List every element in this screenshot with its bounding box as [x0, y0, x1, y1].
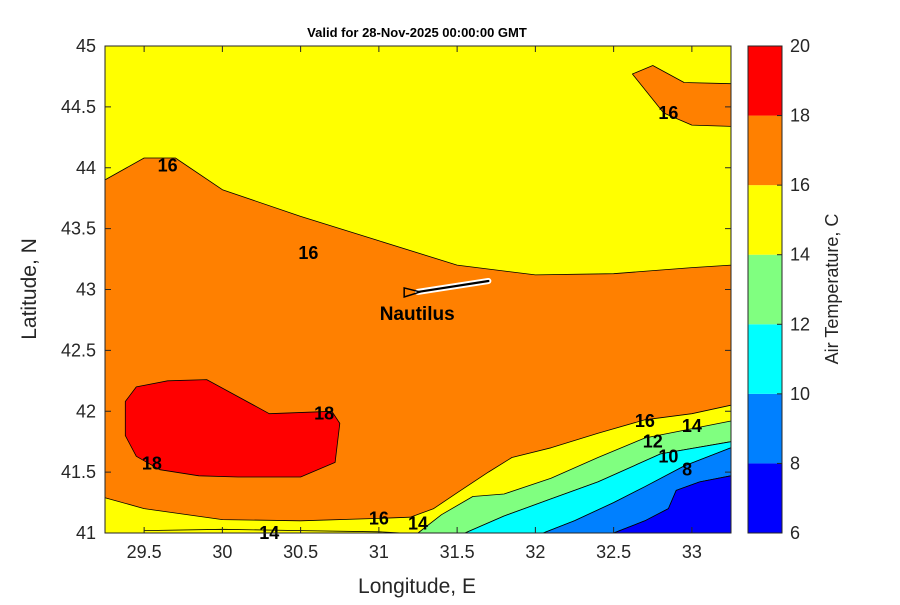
- contour-label: 18: [142, 454, 162, 474]
- temperature-contour-chart: Nautilus 1616161616181814141412108 29.5 3…: [0, 0, 900, 600]
- y-tick-label: 41: [76, 523, 96, 543]
- contour-label: 16: [635, 411, 655, 431]
- colorbar-band: [748, 394, 782, 464]
- colorbar-tick-label: 18: [790, 106, 810, 126]
- contour-label: 14: [408, 513, 428, 533]
- x-tick-label: 30.5: [283, 542, 318, 562]
- x-tick-label: 30: [212, 542, 232, 562]
- colorbar-label: Air Temperature, C: [822, 214, 842, 365]
- colorbar-band: [748, 255, 782, 325]
- colorbar-tick-label: 20: [790, 36, 810, 56]
- x-tick-label: 32.5: [596, 542, 631, 562]
- colorbar-tick-label: 6: [790, 523, 800, 543]
- contour-label: 16: [298, 243, 318, 263]
- x-tick-label: 31: [369, 542, 389, 562]
- colorbar-tick-label: 8: [790, 453, 800, 473]
- y-tick-label: 43.5: [61, 219, 96, 239]
- contour-label: 18: [314, 404, 334, 424]
- contour-label: 8: [682, 460, 692, 480]
- y-tick-label: 43: [76, 280, 96, 300]
- contour-label: 16: [658, 103, 678, 123]
- colorbar-tick-label: 10: [790, 384, 810, 404]
- contour-label: 10: [658, 446, 678, 466]
- colorbar-tick-label: 16: [790, 175, 810, 195]
- chart-title: Valid for 28-Nov-2025 00:00:00 GMT: [307, 25, 527, 40]
- x-tick-label: 32: [525, 542, 545, 562]
- colorbar-band: [748, 324, 782, 394]
- colorbar-tick-label: 12: [790, 314, 810, 334]
- contour-label: 16: [158, 155, 178, 175]
- x-tick-label: 31.5: [440, 542, 475, 562]
- station-label: Nautilus: [380, 304, 455, 325]
- colorbar-band: [748, 463, 782, 533]
- colorbar-band: [748, 46, 782, 116]
- y-axis-label: Latitude, N: [18, 238, 41, 340]
- colorbar-band: [748, 185, 782, 255]
- colorbar-band: [748, 116, 782, 186]
- contour-label: 14: [682, 416, 702, 436]
- x-axis-label: Longitude, E: [358, 575, 476, 598]
- y-tick-label: 45: [76, 36, 96, 56]
- colorbar: 6 8 10 12 14 16 18 20: [748, 36, 810, 543]
- y-tick-label: 42: [76, 401, 96, 421]
- y-tick-label: 44.5: [61, 97, 96, 117]
- y-tick-label: 41.5: [61, 462, 96, 482]
- y-tick-label: 44: [76, 158, 96, 178]
- contour-label: 16: [369, 508, 389, 528]
- y-tick-label: 42.5: [61, 340, 96, 360]
- plot-area: Nautilus: [105, 46, 731, 533]
- x-tick-label: 29.5: [127, 542, 162, 562]
- x-tick-label: 33: [682, 542, 702, 562]
- colorbar-tick-label: 14: [790, 245, 810, 265]
- chart-container: Nautilus 16 16 16 16 16 18 18 14 14 14 12 10 8 29.5 3…: [0, 0, 900, 600]
